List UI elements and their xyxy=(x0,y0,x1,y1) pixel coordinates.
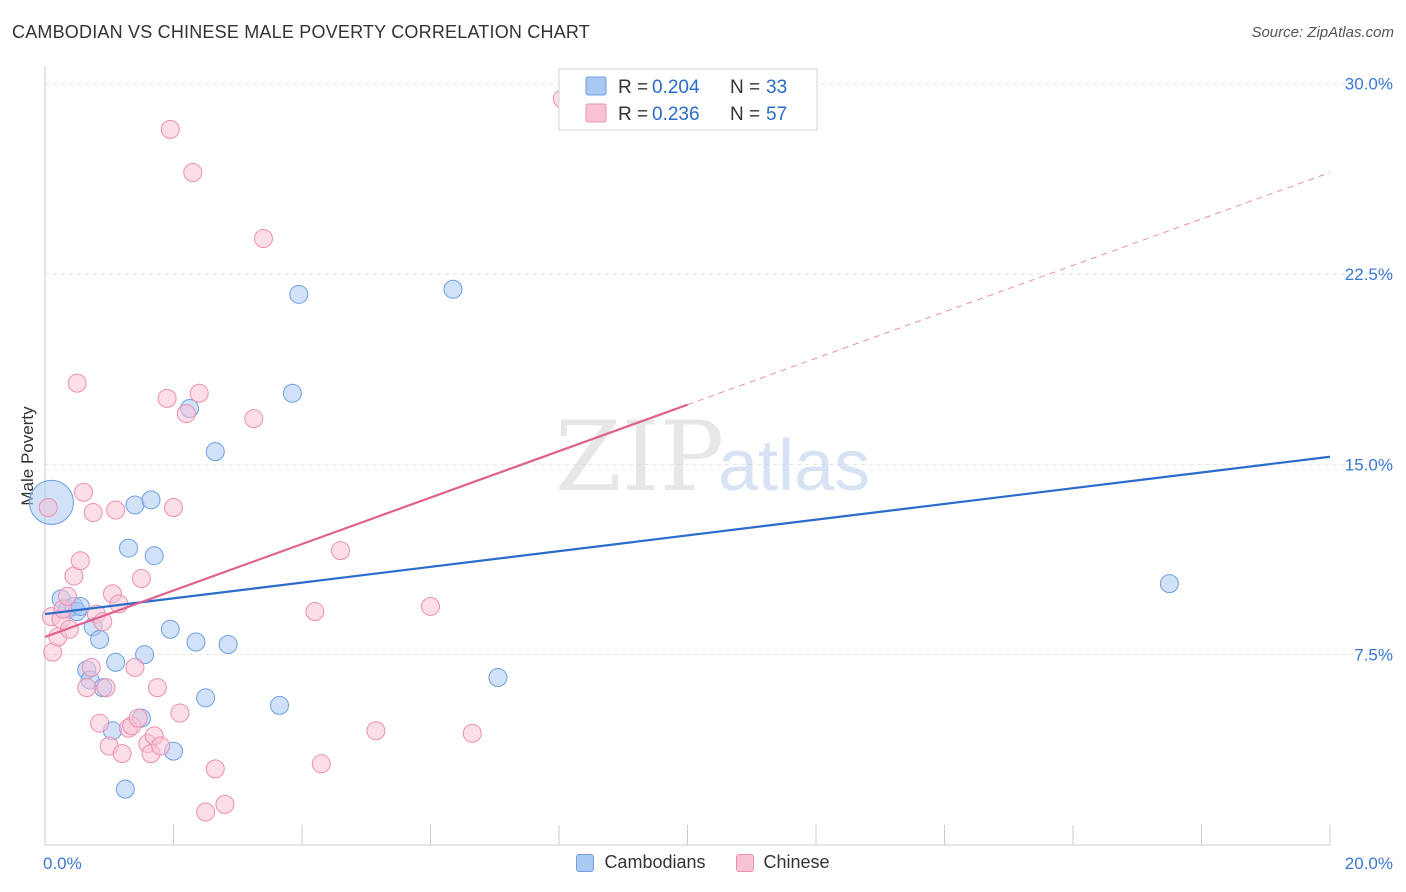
chinese-point[interactable] xyxy=(106,500,126,520)
n-label: N = xyxy=(730,104,760,125)
chinese-point[interactable] xyxy=(157,388,177,408)
chinese-point[interactable] xyxy=(311,754,331,774)
cambodian-point[interactable] xyxy=(106,652,126,672)
chinese-point[interactable] xyxy=(77,678,97,698)
cambodian-point[interactable] xyxy=(119,538,139,558)
chinese-point[interactable] xyxy=(81,657,101,677)
chinese-point[interactable] xyxy=(244,409,264,429)
series-legend: Cambodians Chinese xyxy=(0,852,1406,873)
trend-lines xyxy=(44,172,1331,638)
axes xyxy=(44,66,1331,846)
legend-swatch-cambodians xyxy=(576,853,595,872)
chinese-point[interactable] xyxy=(215,794,235,814)
cambodian-point[interactable] xyxy=(270,695,290,715)
chinese-point[interactable] xyxy=(57,586,77,606)
cambodian-point[interactable] xyxy=(186,632,206,652)
stats-swatch-cambodians xyxy=(585,76,607,96)
chinese-point[interactable] xyxy=(128,708,148,728)
y-tick-label: 30.0% xyxy=(1345,75,1393,94)
x-tick-label-max: 20.0% xyxy=(1345,854,1393,873)
chinese-point[interactable] xyxy=(253,228,273,248)
chinese-point[interactable] xyxy=(366,721,386,741)
chinese-point[interactable] xyxy=(331,541,351,561)
y-tick-label: 7.5% xyxy=(1354,646,1393,665)
cambodian-point[interactable] xyxy=(125,495,145,515)
legend-item-cambodians[interactable]: Cambodians xyxy=(576,852,706,873)
stats-legend: R = 0.204 N = 33 R = 0.236 N = 57 xyxy=(558,68,818,131)
chinese-point[interactable] xyxy=(112,744,132,764)
chinese-point[interactable] xyxy=(131,569,151,589)
cambodian-point[interactable] xyxy=(144,546,164,566)
r-value: 0.204 xyxy=(652,77,700,98)
source-label: Source: ZipAtlas.com xyxy=(1251,24,1394,41)
chinese-point[interactable] xyxy=(164,497,183,517)
chinese-point[interactable] xyxy=(205,759,225,779)
chinese-point[interactable] xyxy=(147,678,167,698)
chinese-point[interactable] xyxy=(96,678,116,698)
legend-label-chinese: Chinese xyxy=(763,852,830,872)
chinese-trend-extension xyxy=(687,172,1331,406)
cambodian-point[interactable] xyxy=(282,383,302,403)
r-label: R = xyxy=(618,77,648,98)
y-tick-label: 15.0% xyxy=(1345,455,1393,474)
chinese-point[interactable] xyxy=(170,703,190,723)
cambodian-point[interactable] xyxy=(488,668,508,688)
watermark-zip: ZIP xyxy=(555,401,724,513)
watermark-atlas: atlas xyxy=(718,426,870,506)
chart-title: CAMBODIAN VS CHINESE MALE POVERTY CORREL… xyxy=(12,22,590,42)
chinese-point[interactable] xyxy=(189,383,209,403)
n-label: N = xyxy=(730,77,760,98)
y-tick-label: 22.5% xyxy=(1345,265,1393,284)
chinese-trend-line xyxy=(44,403,688,638)
chinese-point[interactable] xyxy=(125,657,145,677)
tick-labels: 30.0% 22.5% 15.0% 7.5% 0.0% 20.0% xyxy=(43,75,1393,873)
chinese-point[interactable] xyxy=(305,602,325,622)
cambodian-point[interactable] xyxy=(196,688,216,708)
n-value: 57 xyxy=(766,104,787,125)
cambodian-trend-line xyxy=(44,455,1331,616)
chinese-point[interactable] xyxy=(151,736,171,756)
n-value: 33 xyxy=(766,77,787,98)
x-tick-label-min: 0.0% xyxy=(43,854,82,873)
cambodian-point[interactable] xyxy=(289,284,309,304)
chinese-point[interactable] xyxy=(196,802,216,822)
chinese-point[interactable] xyxy=(90,713,110,733)
chinese-point[interactable] xyxy=(59,619,79,639)
chinese-point[interactable] xyxy=(160,119,180,139)
stats-swatch-chinese xyxy=(585,103,607,123)
chinese-point[interactable] xyxy=(421,596,440,616)
chinese-point[interactable] xyxy=(183,163,203,183)
cambodian-point[interactable] xyxy=(1159,574,1179,594)
r-value: 0.236 xyxy=(652,104,700,125)
cambodian-point[interactable] xyxy=(218,635,238,655)
chinese-point[interactable] xyxy=(70,551,90,571)
cambodian-point[interactable] xyxy=(443,279,463,299)
legend-item-chinese[interactable]: Chinese xyxy=(735,852,830,873)
cambodian-point[interactable] xyxy=(90,629,110,649)
cambodian-point[interactable] xyxy=(205,442,225,462)
cambodian-point[interactable] xyxy=(135,645,155,665)
r-label: R = xyxy=(618,104,648,125)
chinese-point[interactable] xyxy=(67,373,87,393)
cambodian-point[interactable] xyxy=(115,779,135,799)
watermark: ZIP atlas xyxy=(555,401,870,513)
legend-swatch-chinese xyxy=(735,853,754,872)
chinese-point[interactable] xyxy=(83,503,103,523)
chinese-point[interactable] xyxy=(74,482,94,502)
gridlines xyxy=(45,83,1392,656)
cambodian-point[interactable] xyxy=(160,619,180,639)
cambodian-point[interactable] xyxy=(141,490,161,510)
chinese-point[interactable] xyxy=(462,723,482,743)
chinese-point[interactable] xyxy=(38,497,58,517)
legend-label-cambodians: Cambodians xyxy=(604,852,706,872)
chinese-point[interactable] xyxy=(176,404,196,424)
